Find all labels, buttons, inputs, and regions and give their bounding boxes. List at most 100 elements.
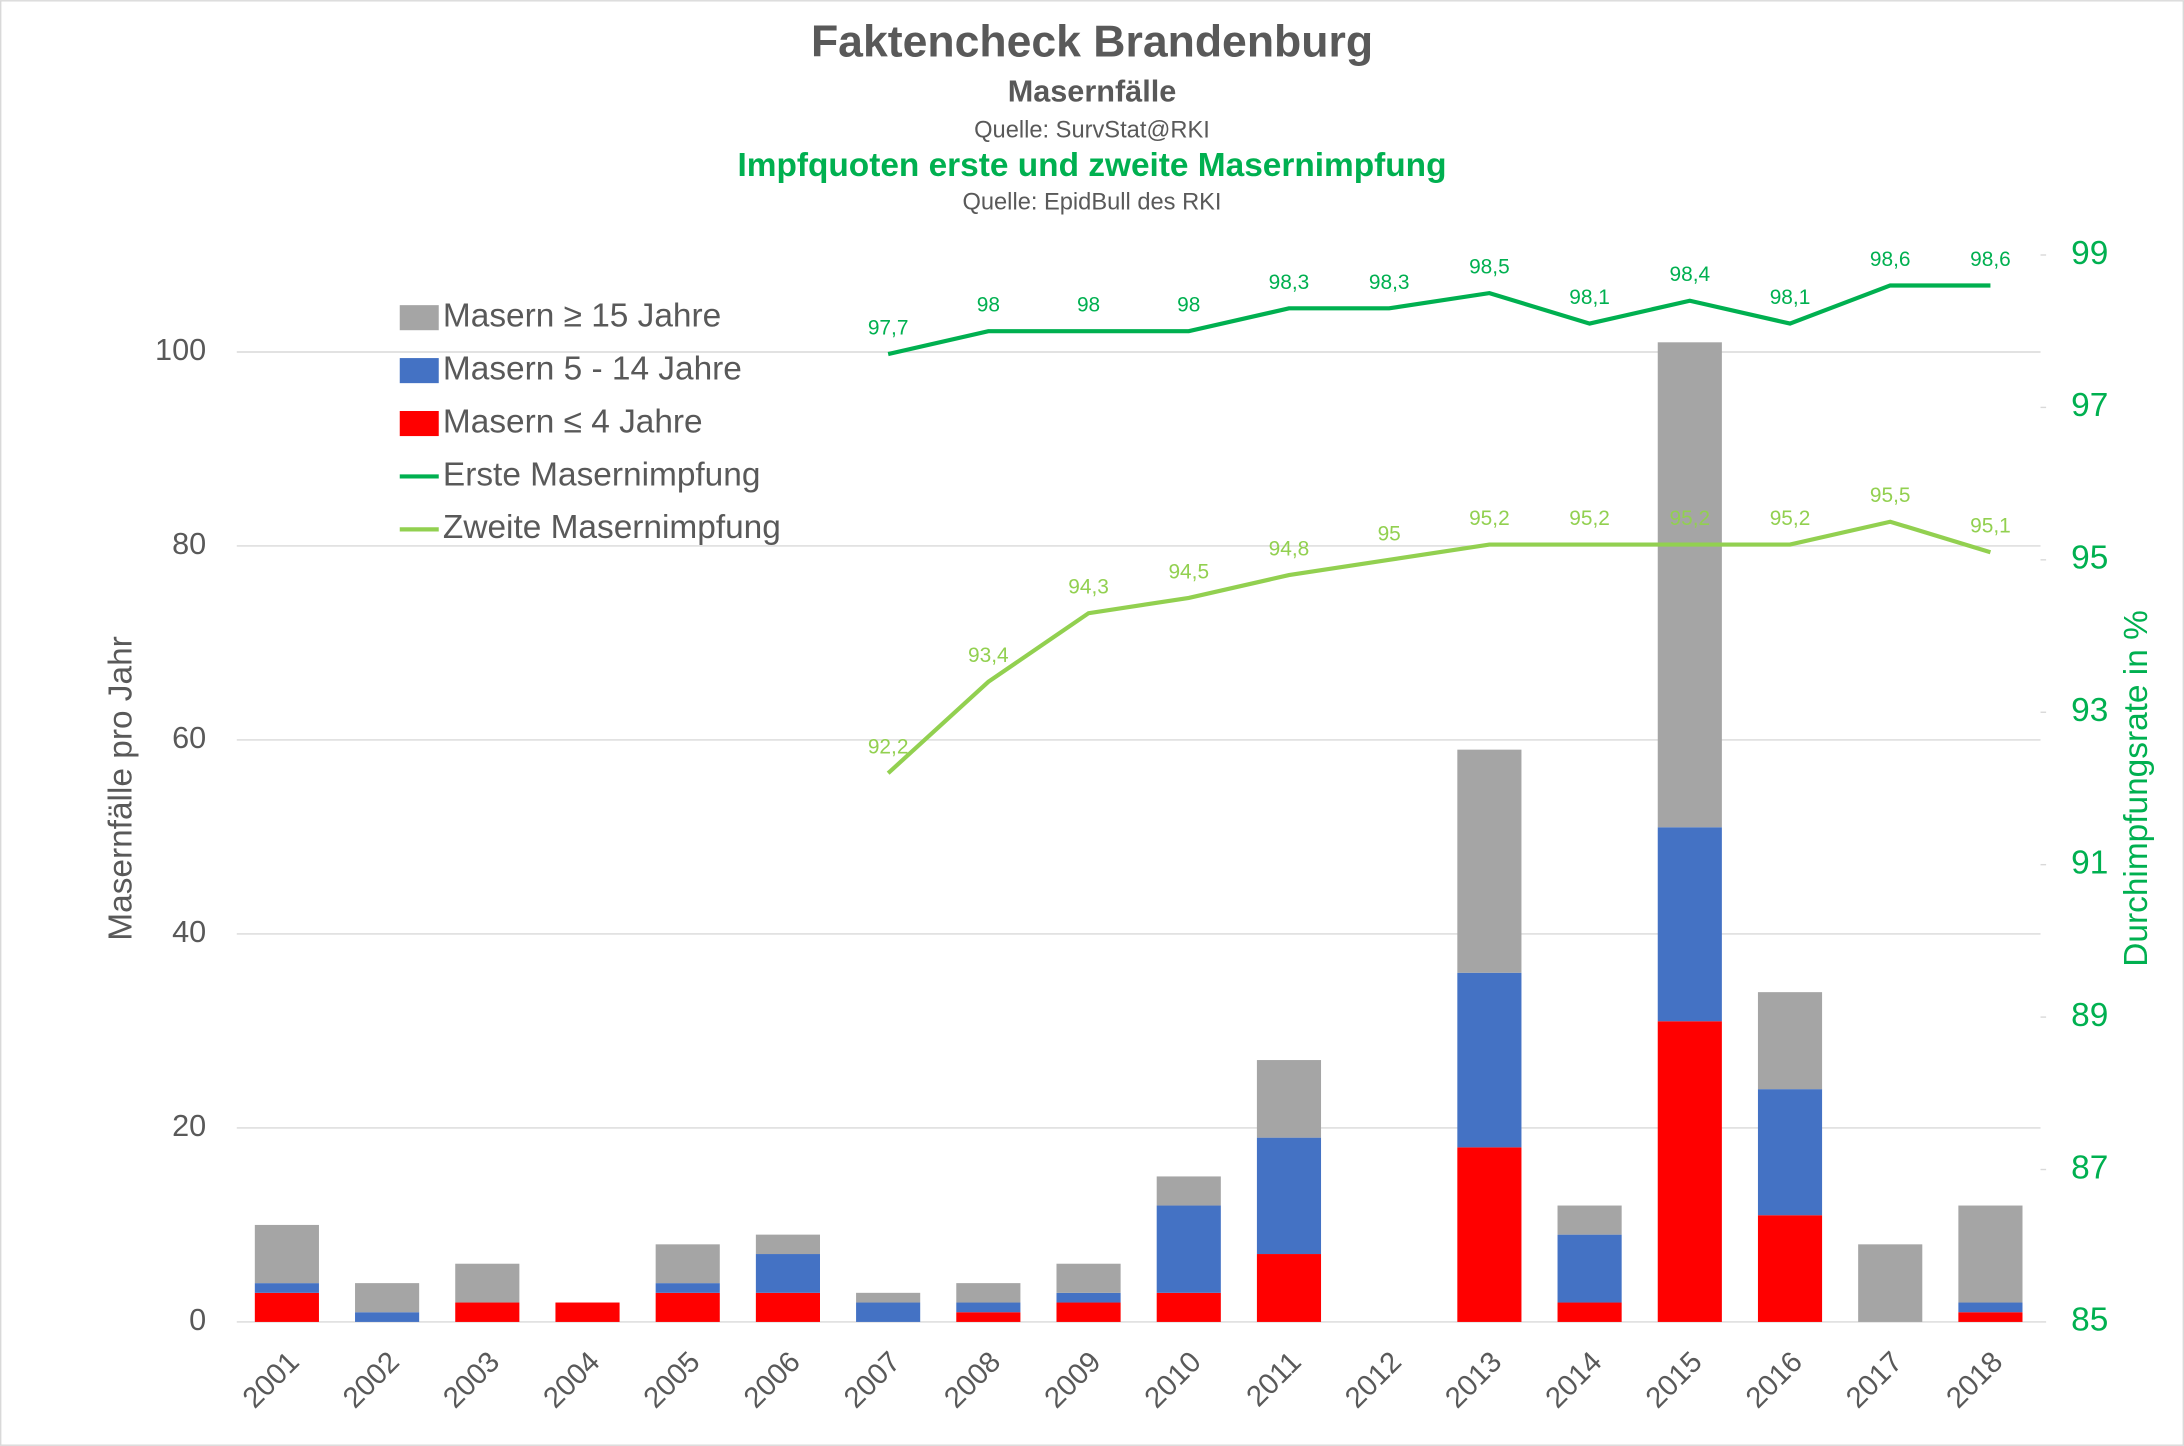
bar-segment — [1056, 1302, 1121, 1322]
data-label: 98 — [977, 294, 1000, 317]
bar-segment — [1457, 972, 1522, 1148]
data-label: 95,2 — [1469, 507, 1510, 530]
data-label: 98,6 — [1970, 248, 2011, 271]
data-label: 94,3 — [1068, 576, 1109, 599]
y-tick-label: 40 — [172, 915, 206, 949]
y-tick-label: 100 — [155, 333, 206, 367]
bar-segment — [1557, 1302, 1622, 1322]
bar-segment — [1958, 1312, 2023, 1322]
bar-segment — [1557, 1234, 1622, 1303]
bar-segment — [655, 1283, 720, 1293]
y-tick-label: 20 — [172, 1109, 206, 1143]
line — [887, 283, 1991, 357]
bar-segment — [555, 1302, 620, 1322]
legend-swatch — [399, 411, 439, 437]
legend-label: Masern ≥ 15 Jahre — [443, 298, 721, 335]
data-label: 98,1 — [1770, 286, 1811, 309]
bar-segment — [956, 1312, 1021, 1322]
data-label: 95,2 — [1669, 507, 1710, 530]
bar-segment — [1156, 1205, 1221, 1293]
data-label: 95,5 — [1870, 484, 1911, 507]
bar-segment — [1657, 827, 1722, 1022]
data-label: 98 — [1177, 294, 1200, 317]
y2-tick-label: 99 — [2071, 235, 2108, 272]
bar-segment — [755, 1292, 820, 1322]
bar-segment — [1858, 1244, 1923, 1322]
bar-segment — [755, 1234, 820, 1255]
bar-segment — [455, 1302, 520, 1322]
y-tick-label: 60 — [172, 721, 206, 755]
bar-segment — [1657, 1021, 1722, 1322]
chart-title: Faktencheck Brandenburg — [811, 17, 1373, 66]
data-label: 98,3 — [1269, 271, 1310, 294]
data-label: 98,6 — [1870, 248, 1911, 271]
y2-tick-label: 91 — [2071, 845, 2108, 882]
y2-axis-label: Durchimpfungsrate in % — [2118, 610, 2155, 967]
legend-label: Zweite Masernimpfung — [443, 509, 781, 546]
bar-segment — [355, 1312, 420, 1322]
y2-tick-label: 85 — [2071, 1302, 2108, 1339]
bar-segment — [1757, 1215, 1823, 1322]
data-label: 93,4 — [968, 644, 1009, 667]
bar-segment — [1657, 342, 1722, 828]
bar-segment — [1056, 1263, 1121, 1293]
chart-subtitle: Impfquoten erste und zweite Masernimpfun… — [737, 147, 1446, 184]
bar-segment — [1557, 1205, 1622, 1235]
data-label: 98,3 — [1369, 271, 1410, 294]
data-label: 94,8 — [1269, 538, 1310, 561]
bar-segment — [1156, 1176, 1221, 1206]
bar-segment — [254, 1283, 319, 1293]
bar-segment — [1958, 1205, 2023, 1303]
y2-tick-label: 93 — [2071, 692, 2108, 729]
legend-swatch — [399, 305, 439, 331]
data-label: 95 — [1378, 522, 1401, 545]
data-label: 92,2 — [868, 736, 909, 759]
data-label: 95,2 — [1770, 507, 1811, 530]
bar-segment — [1256, 1254, 1322, 1322]
y-axis-label: Masernfälle pro Jahr — [102, 636, 139, 941]
y2-tick-label: 97 — [2071, 387, 2108, 424]
data-label: 94,5 — [1168, 560, 1209, 583]
y-tick-label: 0 — [189, 1303, 206, 1337]
legend-label: Masern ≤ 4 Jahre — [443, 403, 703, 440]
y2-tick-label: 95 — [2071, 540, 2108, 577]
bar-segment — [1958, 1302, 2023, 1313]
bar-segment — [1757, 1089, 1823, 1216]
data-label: 95,2 — [1569, 507, 1610, 530]
bar-segment — [355, 1283, 420, 1313]
y2-tick-label: 89 — [2071, 997, 2108, 1034]
bar-segment — [1457, 749, 1522, 973]
data-label: 98,1 — [1569, 286, 1610, 309]
bar-segment — [455, 1263, 520, 1303]
bar-segment — [1056, 1292, 1121, 1303]
legend-swatch — [399, 358, 439, 384]
data-label: 98,5 — [1469, 256, 1510, 279]
source: Quelle: EpidBull des RKI — [962, 190, 1221, 216]
bar-segment — [1256, 1137, 1322, 1255]
data-label: 97,7 — [868, 317, 909, 340]
bar-segment — [856, 1292, 921, 1303]
legend-label: Erste Masernimpfung — [443, 456, 761, 493]
source: Quelle: SurvStat@RKI — [974, 117, 1210, 143]
bar-segment — [254, 1224, 319, 1284]
bar-segment — [956, 1302, 1021, 1313]
bar-segment — [655, 1244, 720, 1284]
y-tick-label: 80 — [172, 527, 206, 561]
legend-label: Masern 5 - 14 Jahre — [443, 350, 742, 387]
bar-segment — [1256, 1060, 1322, 1138]
chart-subtitle: Masernfälle — [1008, 75, 1177, 109]
bar-segment — [856, 1302, 921, 1322]
bar-segment — [755, 1254, 820, 1293]
bar-segment — [956, 1283, 1021, 1303]
data-label: 98 — [1077, 294, 1100, 317]
data-label: 95,1 — [1970, 515, 2011, 538]
line — [886, 519, 1992, 775]
bar-segment — [254, 1292, 319, 1322]
data-label: 98,4 — [1669, 263, 1710, 286]
y2-tick-label: 87 — [2071, 1149, 2108, 1186]
bar-segment — [1156, 1292, 1221, 1322]
bar-segment — [1457, 1147, 1522, 1322]
